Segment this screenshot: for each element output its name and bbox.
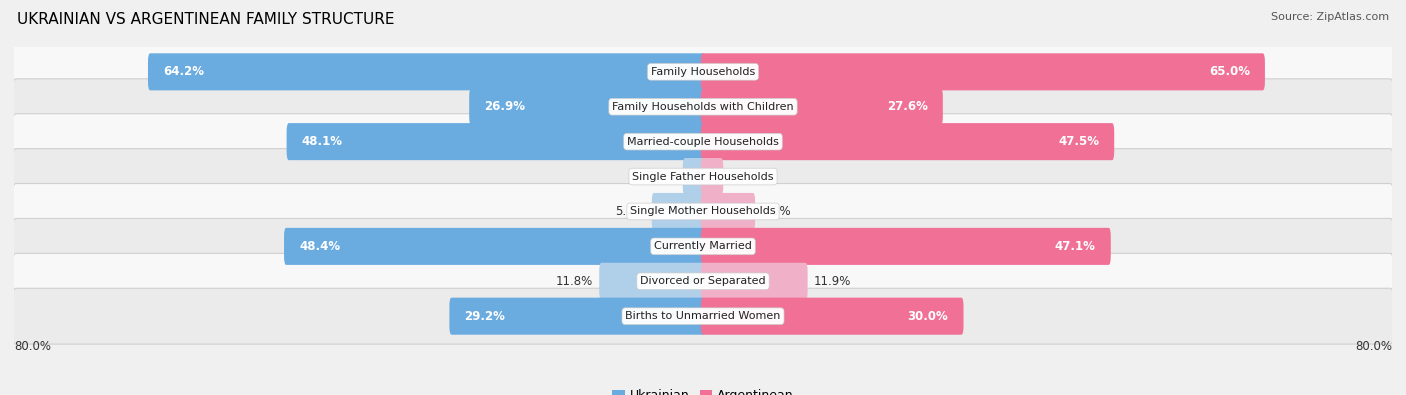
FancyBboxPatch shape	[652, 193, 706, 230]
Text: 65.0%: 65.0%	[1209, 65, 1250, 78]
Text: 2.1%: 2.1%	[730, 170, 759, 183]
FancyBboxPatch shape	[13, 253, 1393, 309]
FancyBboxPatch shape	[13, 79, 1393, 135]
FancyBboxPatch shape	[13, 288, 1393, 344]
Text: 80.0%: 80.0%	[1355, 340, 1392, 353]
FancyBboxPatch shape	[148, 53, 706, 90]
Text: 47.5%: 47.5%	[1059, 135, 1099, 148]
FancyBboxPatch shape	[700, 228, 1111, 265]
Text: 5.7%: 5.7%	[616, 205, 645, 218]
Text: UKRAINIAN VS ARGENTINEAN FAMILY STRUCTURE: UKRAINIAN VS ARGENTINEAN FAMILY STRUCTUR…	[17, 12, 394, 27]
Text: Single Father Households: Single Father Households	[633, 171, 773, 182]
FancyBboxPatch shape	[700, 53, 1265, 90]
FancyBboxPatch shape	[700, 298, 963, 335]
FancyBboxPatch shape	[700, 263, 807, 300]
FancyBboxPatch shape	[470, 88, 706, 125]
Text: 11.9%: 11.9%	[814, 275, 852, 288]
FancyBboxPatch shape	[700, 193, 755, 230]
Text: 26.9%: 26.9%	[484, 100, 526, 113]
FancyBboxPatch shape	[683, 158, 706, 195]
FancyBboxPatch shape	[13, 218, 1393, 274]
Text: 47.1%: 47.1%	[1054, 240, 1095, 253]
Text: Family Households: Family Households	[651, 67, 755, 77]
FancyBboxPatch shape	[13, 114, 1393, 169]
Text: Single Mother Households: Single Mother Households	[630, 207, 776, 216]
Text: 30.0%: 30.0%	[908, 310, 949, 323]
Text: Family Households with Children: Family Households with Children	[612, 102, 794, 112]
FancyBboxPatch shape	[450, 298, 706, 335]
FancyBboxPatch shape	[700, 88, 943, 125]
Text: Divorced or Separated: Divorced or Separated	[640, 276, 766, 286]
FancyBboxPatch shape	[599, 263, 706, 300]
Text: 64.2%: 64.2%	[163, 65, 204, 78]
FancyBboxPatch shape	[13, 184, 1393, 239]
Text: 48.1%: 48.1%	[302, 135, 343, 148]
Text: Births to Unmarried Women: Births to Unmarried Women	[626, 311, 780, 321]
Text: 29.2%: 29.2%	[464, 310, 505, 323]
FancyBboxPatch shape	[13, 44, 1393, 100]
FancyBboxPatch shape	[13, 149, 1393, 205]
Text: Currently Married: Currently Married	[654, 241, 752, 251]
Text: 2.1%: 2.1%	[647, 170, 676, 183]
Text: Source: ZipAtlas.com: Source: ZipAtlas.com	[1271, 12, 1389, 22]
FancyBboxPatch shape	[287, 123, 706, 160]
Text: 80.0%: 80.0%	[14, 340, 51, 353]
Text: 27.6%: 27.6%	[887, 100, 928, 113]
Text: 48.4%: 48.4%	[299, 240, 340, 253]
Text: 5.8%: 5.8%	[762, 205, 792, 218]
FancyBboxPatch shape	[700, 123, 1114, 160]
Legend: Ukrainian, Argentinean: Ukrainian, Argentinean	[607, 384, 799, 395]
Text: Married-couple Households: Married-couple Households	[627, 137, 779, 147]
FancyBboxPatch shape	[700, 158, 723, 195]
FancyBboxPatch shape	[284, 228, 706, 265]
Text: 11.8%: 11.8%	[555, 275, 593, 288]
